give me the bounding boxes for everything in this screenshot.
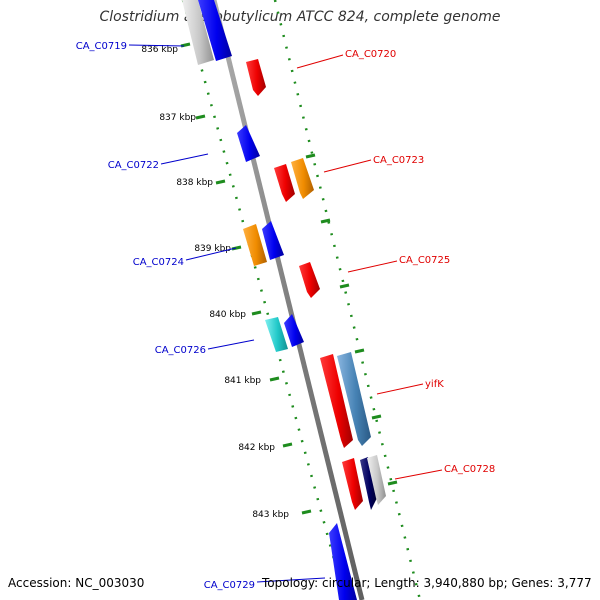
ruler-line-outer <box>273 0 422 600</box>
ruler-line-inner <box>181 0 347 600</box>
tick-label-839: 839 kbp <box>194 244 231 254</box>
gene-CA_C0720[interactable] <box>246 59 266 96</box>
tick-label-841: 841 kbp <box>224 376 261 386</box>
gene-yifK[interactable] <box>320 354 353 448</box>
gene-CA_C0719[interactable] <box>182 0 232 65</box>
forward-gene-labels: CA_C0720 CA_C0723 CA_C0725 yifK CA_C0728 <box>345 49 495 475</box>
topology-info: Topology: circular; Length: 3,940,880 bp… <box>262 576 592 590</box>
gene-CA_C0724[interactable] <box>243 221 284 266</box>
gene-CA_C0726[interactable] <box>265 314 304 352</box>
gene-CA_C0722[interactable] <box>237 125 260 162</box>
label-CA_C0726[interactable]: CA_C0726 <box>155 345 206 356</box>
label-CA_C0725[interactable]: CA_C0725 <box>399 255 450 266</box>
genome-backbone <box>211 0 365 600</box>
gene-CA_C0723[interactable] <box>274 158 314 202</box>
reverse-gene-labels: CA_C0719 CA_C0722 CA_C0724 CA_C0726 CA_C… <box>76 41 255 591</box>
tick-label-843: 843 kbp <box>252 510 289 520</box>
major-ticks <box>180 42 398 515</box>
label-yifK[interactable]: yifK <box>425 379 444 390</box>
gene-CA_C0727[interactable] <box>337 352 371 446</box>
label-CA_C0722[interactable]: CA_C0722 <box>108 160 159 171</box>
label-CA_C0729[interactable]: CA_C0729 <box>204 580 255 591</box>
label-CA_C0728[interactable]: CA_C0728 <box>444 464 495 475</box>
label-CA_C0724[interactable]: CA_C0724 <box>133 257 184 268</box>
tick-label-838: 838 kbp <box>176 178 213 188</box>
label-CA_C0719[interactable]: CA_C0719 <box>76 41 127 52</box>
tick-label-840: 840 kbp <box>209 310 246 320</box>
tick-label-836: 836 kbp <box>141 45 178 55</box>
tick-label-842: 842 kbp <box>238 443 275 453</box>
tick-label-837: 837 kbp <box>159 113 196 123</box>
label-CA_C0720[interactable]: CA_C0720 <box>345 49 396 60</box>
gene-CA_C0729[interactable] <box>329 523 357 600</box>
gene-CA_C0725[interactable] <box>299 262 320 298</box>
reverse-label-connectors <box>128 44 326 583</box>
label-CA_C0723[interactable]: CA_C0723 <box>373 155 424 166</box>
forward-label-connectors <box>296 54 443 480</box>
ruler-tick-labels: 836 kbp 837 kbp 838 kbp 839 kbp 840 kbp … <box>141 45 289 520</box>
gene-CA_C0728[interactable] <box>342 455 386 510</box>
accession-info: Accession: NC_003030 <box>8 576 145 590</box>
